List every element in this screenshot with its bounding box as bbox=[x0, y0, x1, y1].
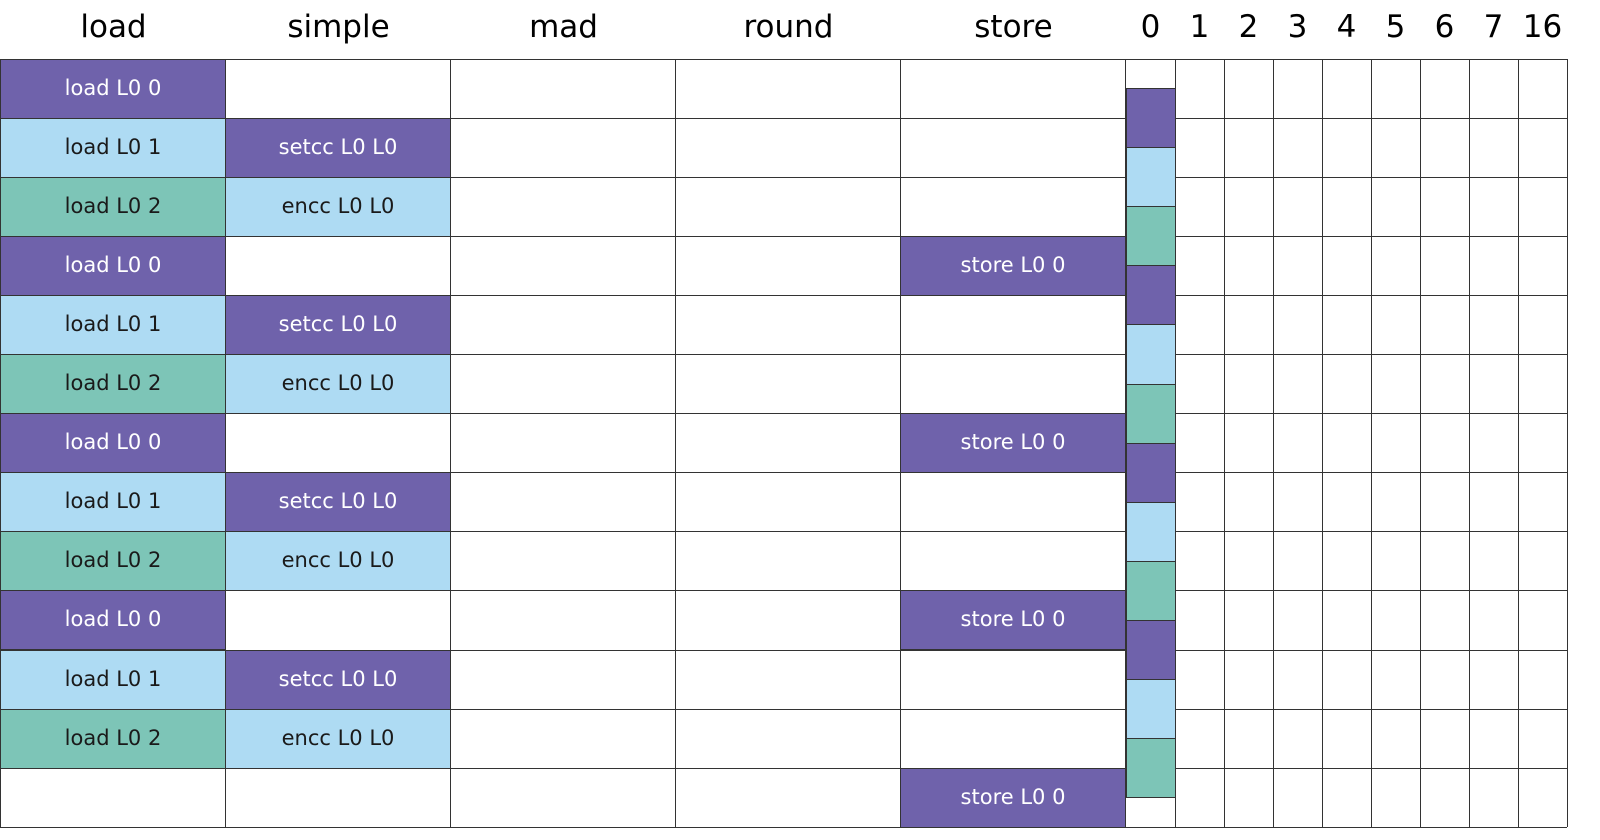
grid-row-line bbox=[0, 117, 1567, 119]
register-column-line bbox=[1518, 59, 1519, 828]
instruction-cell: store L0 0 bbox=[900, 235, 1126, 296]
register-header-2: 2 bbox=[1238, 9, 1259, 45]
register-column-line bbox=[1420, 59, 1421, 828]
unit-header-round: round bbox=[743, 9, 834, 45]
register-column-line bbox=[1469, 59, 1470, 828]
instruction-cell: load L0 0 bbox=[0, 590, 226, 651]
unit-header-load: load bbox=[80, 9, 147, 45]
register-lifetime-bar bbox=[1126, 560, 1176, 621]
register-header-3: 3 bbox=[1287, 9, 1308, 45]
instruction-cell: load L0 2 bbox=[0, 354, 226, 415]
unit-header-simple: simple bbox=[287, 9, 390, 45]
instruction-cell: encc L0 L0 bbox=[225, 354, 451, 415]
register-lifetime-bar bbox=[1126, 738, 1176, 799]
instruction-cell: setcc L0 L0 bbox=[225, 472, 451, 533]
grid-row-line bbox=[0, 176, 1567, 178]
unit-header-store: store bbox=[974, 9, 1053, 45]
instruction-cell: load L0 1 bbox=[0, 117, 226, 178]
unit-header-mad: mad bbox=[529, 9, 598, 45]
register-header-5: 5 bbox=[1385, 9, 1406, 45]
instruction-cell: load L0 1 bbox=[0, 649, 226, 710]
grid-row-line bbox=[0, 826, 1567, 828]
register-lifetime-bar bbox=[1126, 206, 1176, 267]
grid-row-line bbox=[0, 649, 1567, 651]
instruction-cell: encc L0 L0 bbox=[225, 176, 451, 237]
register-lifetime-bar bbox=[1126, 147, 1176, 208]
grid-column-line bbox=[450, 59, 451, 828]
instruction-cell: setcc L0 L0 bbox=[225, 649, 451, 710]
register-lifetime-bar bbox=[1126, 619, 1176, 681]
register-header-1: 1 bbox=[1189, 9, 1210, 45]
grid-row-line bbox=[0, 531, 1567, 533]
register-header-4: 4 bbox=[1336, 9, 1357, 45]
register-lifetime-bar bbox=[1126, 265, 1176, 326]
grid-row-line bbox=[0, 767, 1567, 769]
instruction-cell: setcc L0 L0 bbox=[225, 117, 451, 178]
register-lifetime-bar bbox=[1126, 88, 1176, 149]
register-header-16: 16 bbox=[1522, 9, 1563, 45]
instruction-cell: store L0 0 bbox=[900, 767, 1126, 828]
instruction-cell: load L0 0 bbox=[0, 413, 226, 474]
grid-row-line bbox=[0, 58, 1567, 60]
grid-row-line bbox=[0, 354, 1567, 355]
grid-row-line bbox=[0, 235, 1567, 237]
register-column-line bbox=[1567, 59, 1568, 828]
instruction-cell: load L0 2 bbox=[0, 176, 226, 237]
instruction-cell: load L0 2 bbox=[0, 531, 226, 592]
register-column-line bbox=[1371, 59, 1372, 828]
grid-column-line bbox=[675, 59, 676, 828]
instruction-cell: load L0 2 bbox=[0, 708, 226, 769]
grid-row-line bbox=[0, 708, 1567, 710]
register-lifetime-bar bbox=[1126, 383, 1176, 444]
instruction-cell: load L0 1 bbox=[0, 294, 226, 355]
grid-row-line bbox=[0, 294, 1567, 296]
register-lifetime-bar bbox=[1126, 442, 1176, 503]
register-header-0: 0 bbox=[1140, 9, 1161, 45]
instruction-cell: load L0 0 bbox=[0, 235, 226, 296]
instruction-cell: encc L0 L0 bbox=[225, 531, 451, 592]
register-lifetime-bar bbox=[1126, 501, 1176, 562]
instruction-cell: store L0 0 bbox=[900, 590, 1126, 651]
instruction-cell: load L0 0 bbox=[0, 58, 226, 119]
grid-row-line bbox=[0, 413, 1567, 415]
register-column-line bbox=[1322, 59, 1323, 828]
instruction-cell: load L0 1 bbox=[0, 472, 226, 533]
instruction-cell: encc L0 L0 bbox=[225, 708, 451, 769]
register-lifetime-bar bbox=[1126, 679, 1176, 740]
grid-row-line bbox=[0, 590, 1567, 592]
register-column-line bbox=[1273, 59, 1274, 828]
instruction-cell: store L0 0 bbox=[900, 413, 1126, 474]
register-header-6: 6 bbox=[1434, 9, 1455, 45]
instruction-cell: setcc L0 L0 bbox=[225, 294, 451, 355]
grid-row-line bbox=[0, 472, 1567, 474]
register-header-7: 7 bbox=[1483, 9, 1504, 45]
register-column-line bbox=[1224, 59, 1225, 828]
register-lifetime-bar bbox=[1126, 324, 1176, 385]
